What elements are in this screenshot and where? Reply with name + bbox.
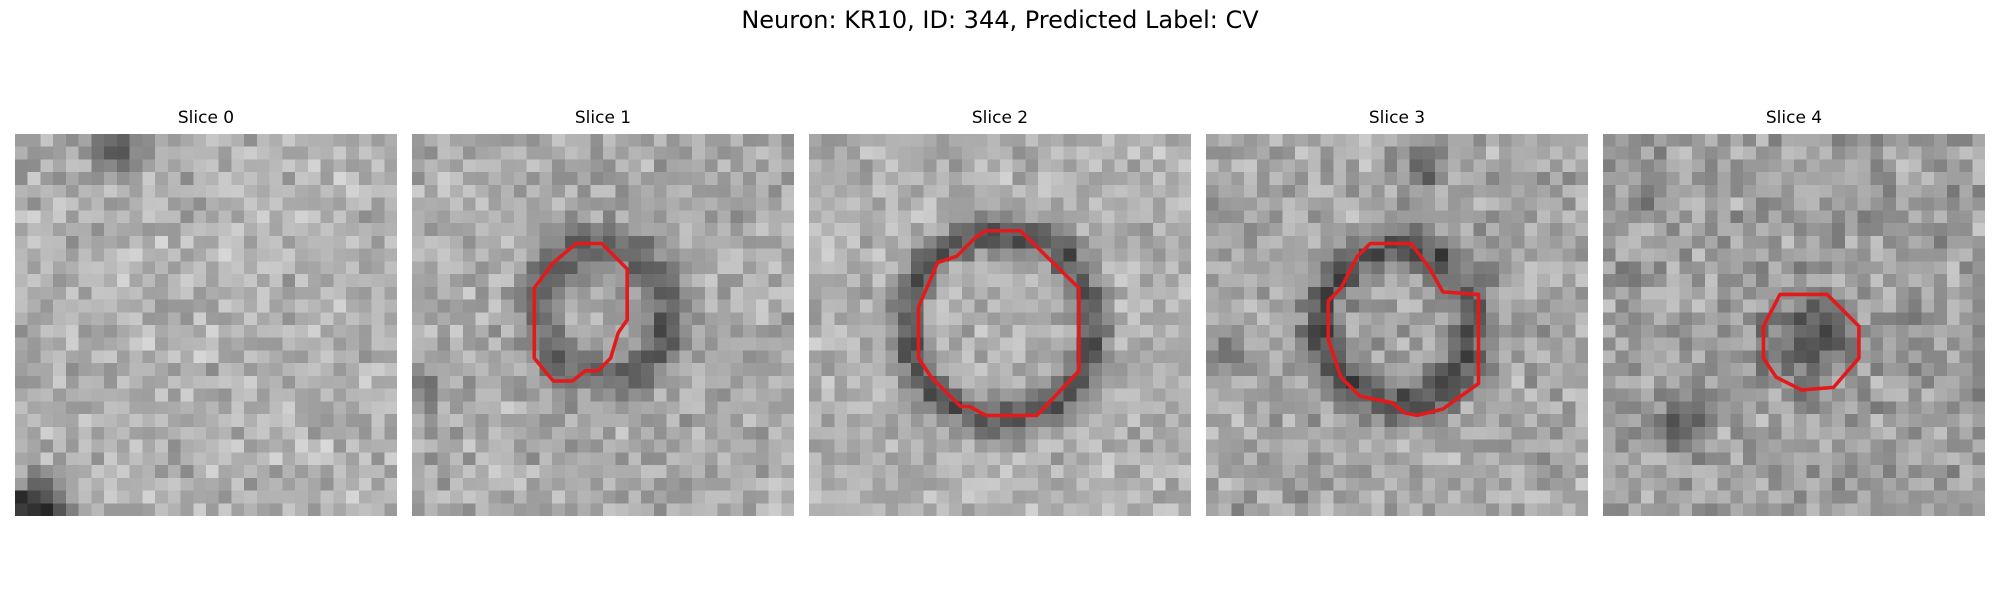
slice-title: Slice 4: [1765, 108, 1823, 128]
slice-image: [1206, 134, 1588, 516]
slice-title: Slice 0: [177, 108, 235, 128]
slice-image: [412, 134, 794, 516]
roi-contour: [1761, 292, 1861, 392]
figure-title: Neuron: KR10, ID: 344, Predicted Label: …: [741, 6, 1259, 34]
slice-image: [15, 134, 397, 516]
slice-title: Slice 2: [971, 108, 1029, 128]
slice-image: [809, 134, 1191, 516]
roi-contour: [532, 241, 629, 383]
roi-contour: [1326, 241, 1481, 418]
roi-contour: [916, 228, 1081, 418]
slice-title: Slice 3: [1368, 108, 1426, 128]
slice-title: Slice 1: [574, 108, 632, 128]
slice-image: [1603, 134, 1985, 516]
